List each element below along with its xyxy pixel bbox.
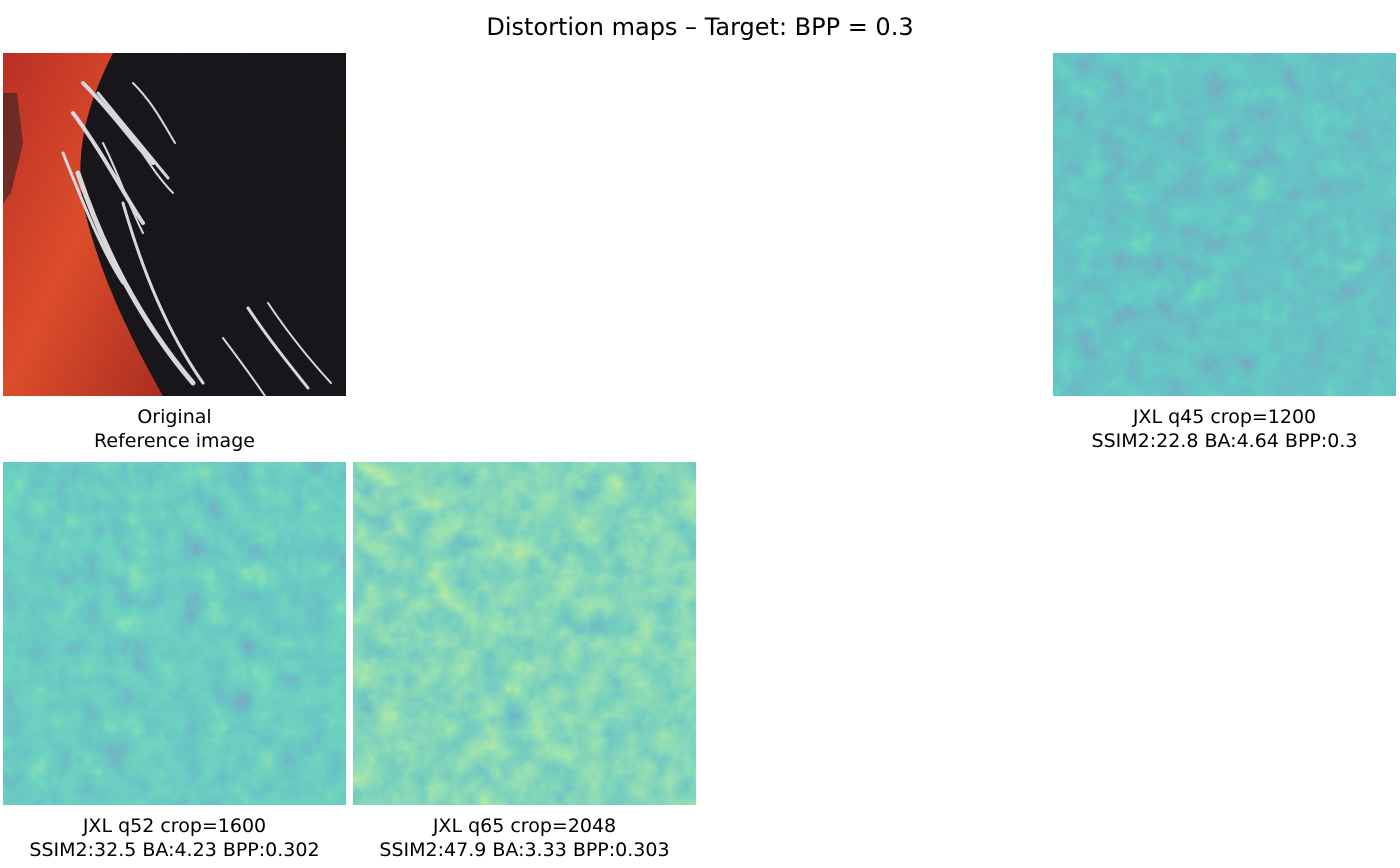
q65-caption: JXL q65 crop=2048 SSIM2:47.9 BA:3.33 BPP… bbox=[353, 814, 696, 862]
q45-label: JXL q45 crop=1200 bbox=[1132, 406, 1317, 428]
original-caption: Original Reference image bbox=[3, 405, 346, 453]
q45-caption: JXL q45 crop=1200 SSIM2:22.8 BA:4.64 BPP… bbox=[1053, 405, 1396, 453]
figure-title: Distortion maps – Target: BPP = 0.3 bbox=[486, 13, 914, 41]
distortion-map-q45 bbox=[1053, 53, 1396, 396]
distortion-map-q65 bbox=[353, 462, 696, 805]
original-subtitle: Reference image bbox=[94, 430, 255, 452]
distortion-map-q52 bbox=[3, 462, 346, 805]
q45-stats: SSIM2:22.8 BA:4.64 BPP:0.3 bbox=[1091, 430, 1358, 452]
q52-caption: JXL q52 crop=1600 SSIM2:32.5 BA:4.23 BPP… bbox=[3, 814, 346, 862]
q52-stats: SSIM2:32.5 BA:4.23 BPP:0.302 bbox=[29, 839, 320, 861]
original-reference-image bbox=[3, 53, 346, 396]
q65-stats: SSIM2:47.9 BA:3.33 BPP:0.303 bbox=[379, 839, 670, 861]
q52-label: JXL q52 crop=1600 bbox=[82, 815, 267, 837]
q65-label: JXL q65 crop=2048 bbox=[432, 815, 617, 837]
original-label: Original bbox=[137, 406, 212, 428]
